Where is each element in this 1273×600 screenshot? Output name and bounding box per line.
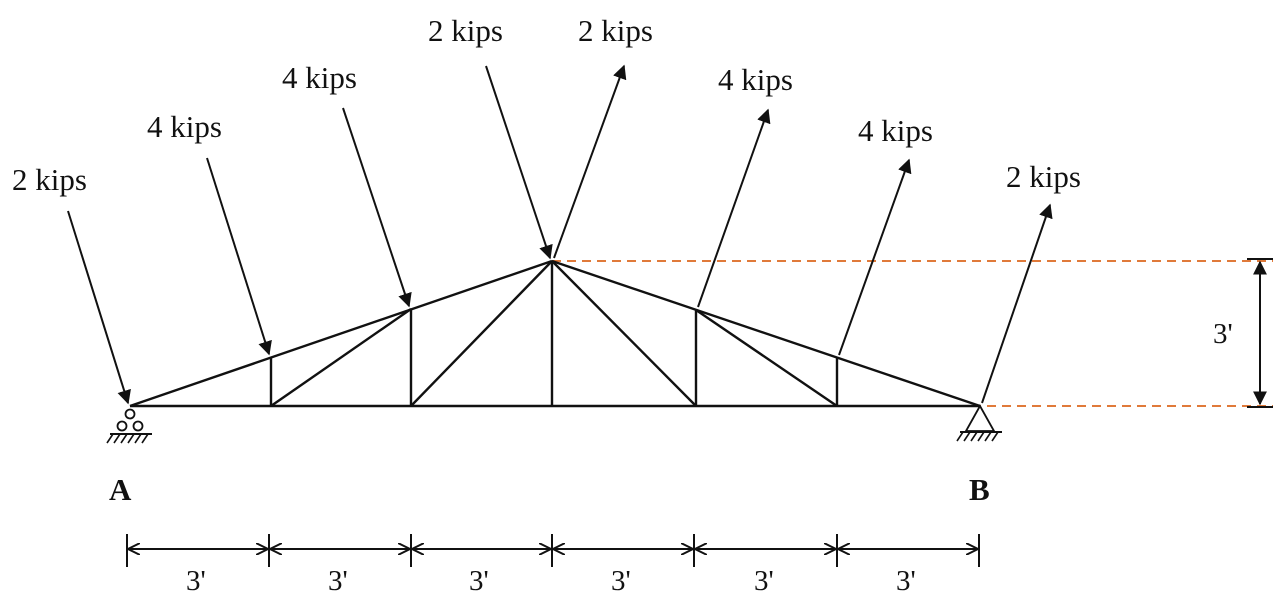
load-arrow: [206, 157, 272, 356]
roller-support-a: [106, 408, 152, 444]
diagonal-member: [551, 260, 697, 407]
panel-dimension-labels: 3' 3' 3' 3' 3' 3': [186, 565, 916, 597]
top-chord-left: [129, 259, 553, 408]
panel-dimension-label: 3': [754, 565, 774, 595]
load-arrow: [838, 158, 912, 356]
load-label: 2 kips: [428, 13, 503, 48]
height-dimension: [1247, 258, 1273, 408]
load-arrow: [981, 203, 1053, 404]
load-arrow: [697, 108, 771, 308]
truss-members: [129, 259, 981, 408]
panel-dimension-label: 3': [469, 565, 489, 595]
diagonal-member: [410, 260, 553, 407]
diagonal-member: [695, 309, 838, 407]
load-label: 4 kips: [718, 62, 793, 97]
load-labels: 2 kips 4 kips 4 kips 2 kips 2 kips 4 kip…: [12, 13, 1081, 197]
panel-dimension-label: 3': [328, 565, 348, 595]
panel-dimension-label: 3': [186, 565, 206, 595]
height-dimension-label: 3': [1213, 318, 1233, 350]
load-label: 4 kips: [858, 113, 933, 148]
load-label: 2 kips: [578, 13, 653, 48]
load-arrow: [67, 210, 131, 405]
pin-support-b: [956, 404, 1002, 442]
panel-dimensions: [126, 534, 980, 567]
load-label: 4 kips: [282, 60, 357, 95]
load-arrows: [67, 64, 1053, 405]
top-chord-right: [551, 259, 981, 408]
load-label: 2 kips: [1006, 159, 1081, 194]
support-label-a: A: [109, 472, 132, 507]
support-label-b: B: [969, 472, 990, 507]
load-label: 4 kips: [147, 109, 222, 144]
load-label: 2 kips: [12, 162, 87, 197]
load-arrow: [342, 107, 412, 308]
load-arrow: [553, 64, 627, 259]
panel-dimension-label: 3': [611, 565, 631, 595]
panel-dimension-label: 3': [896, 565, 916, 595]
load-arrow: [485, 65, 553, 260]
diagonal-member: [270, 308, 412, 407]
